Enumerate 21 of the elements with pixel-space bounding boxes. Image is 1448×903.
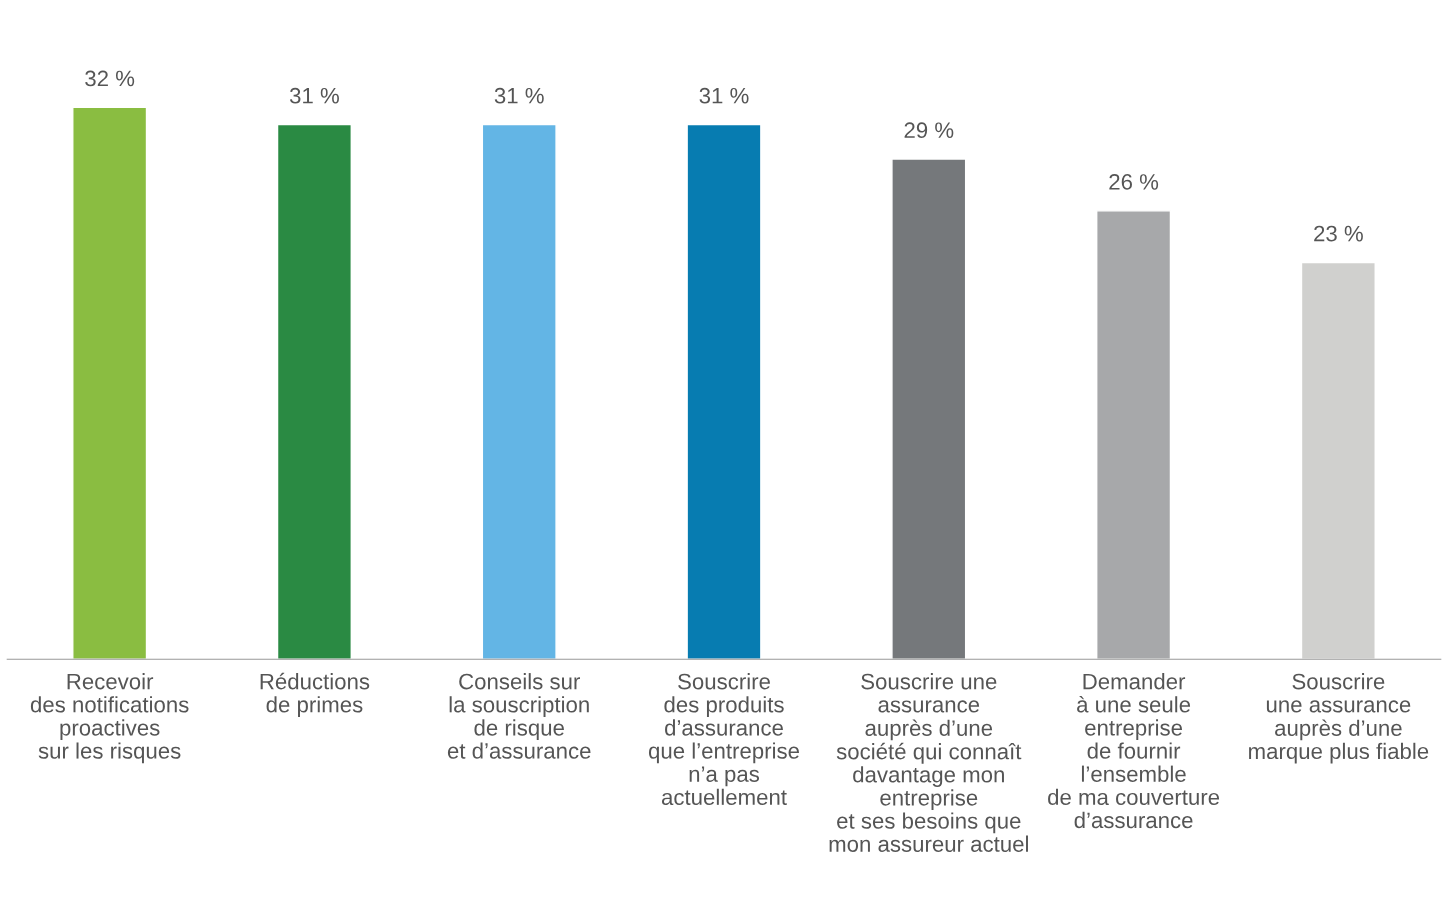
bar [481,123,557,660]
bar [276,123,352,660]
x-tick-label: Souscrire une assurance auprès d’une marque plus fiable [1249,673,1429,764]
bar [1300,261,1376,660]
x-tick-label: Recevoir des notifications proactives sur les risques [30,673,189,764]
data-label: 31 % [494,87,544,104]
bar [686,123,762,660]
data-label: 31 % [699,87,749,104]
data-label: 31 % [289,87,339,104]
x-tick-label: Souscrire une assurance auprès d’une société qui connaît davantage mon entreprise et ses besoins que mon assureur actuel [829,673,1028,852]
data-label: 32 % [85,70,135,87]
data-label: 29 % [904,122,954,139]
bar [72,106,148,660]
x-tick-label: Conseils sur la souscription de risque et d’assurance [447,673,591,759]
data-label: 26 % [1109,174,1159,190]
x-tick-label: Réductions de primes [260,672,370,717]
bar [1096,210,1172,660]
data-label: 23 % [1314,225,1363,242]
bar [891,158,967,660]
x-tick-label: Demander à une seule entreprise de fournir l’ensemble de ma couverture d’assurance [1048,673,1220,829]
x-tick-label: Souscrire des produits d’assurance que l’entreprise n’a pas actuellement [648,673,799,806]
